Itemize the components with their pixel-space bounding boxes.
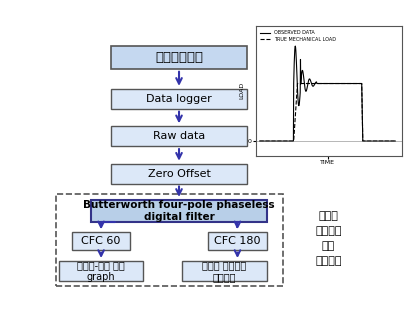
OBSERVED DATA [390,139,395,143]
OBSERVED DATA [369,139,374,143]
OBSERVED DATA [293,44,298,48]
Line: TRUE MECHANICAL LOAD: TRUE MECHANICAL LOAD [260,84,396,141]
FancyBboxPatch shape [111,46,247,69]
FancyBboxPatch shape [208,232,266,250]
OBSERVED DATA [257,139,262,143]
FancyBboxPatch shape [72,232,130,250]
OBSERVED DATA [322,82,327,86]
TRUE MECHANICAL LOAD [369,139,374,143]
TRUE MECHANICAL LOAD [257,139,262,143]
TRUE MECHANICAL LOAD [390,139,395,143]
Text: CFC 180: CFC 180 [214,236,261,246]
Text: 탑승자
안전지수
평가
프로그램: 탑승자 안전지수 평가 프로그램 [315,211,341,266]
Text: Data logger: Data logger [146,94,212,104]
FancyBboxPatch shape [91,200,267,222]
FancyBboxPatch shape [111,89,247,109]
Text: 가속도-시간 이력
graph: 가속도-시간 이력 graph [77,260,125,282]
Text: Raw data: Raw data [153,131,205,141]
Text: 탑승자 보호성능
평가지수: 탑승자 보호성능 평가지수 [202,260,247,282]
TRUE MECHANICAL LOAD [295,82,300,86]
FancyBboxPatch shape [59,261,143,281]
Text: Zero Offset: Zero Offset [147,168,210,179]
OBSERVED DATA [331,82,336,86]
Text: CFC 60: CFC 60 [81,236,121,246]
Text: Butterworth four-pole phaseless
digital filter: Butterworth four-pole phaseless digital … [83,200,275,222]
FancyBboxPatch shape [111,126,247,146]
TRUE MECHANICAL LOAD [322,82,327,86]
Y-axis label: LOAD: LOAD [240,82,245,99]
Line: OBSERVED DATA: OBSERVED DATA [260,46,396,141]
TRUE MECHANICAL LOAD [331,82,336,86]
Text: 차량충돌시험: 차량충돌시험 [155,51,203,64]
OBSERVED DATA [393,139,398,143]
TRUE MECHANICAL LOAD [338,82,343,86]
FancyBboxPatch shape [111,164,247,184]
TRUE MECHANICAL LOAD [323,82,328,86]
Legend: OBSERVED DATA, TRUE MECHANICAL LOAD: OBSERVED DATA, TRUE MECHANICAL LOAD [258,29,338,44]
FancyBboxPatch shape [182,261,267,281]
OBSERVED DATA [323,82,328,86]
TRUE MECHANICAL LOAD [393,139,398,143]
OBSERVED DATA [338,82,343,86]
